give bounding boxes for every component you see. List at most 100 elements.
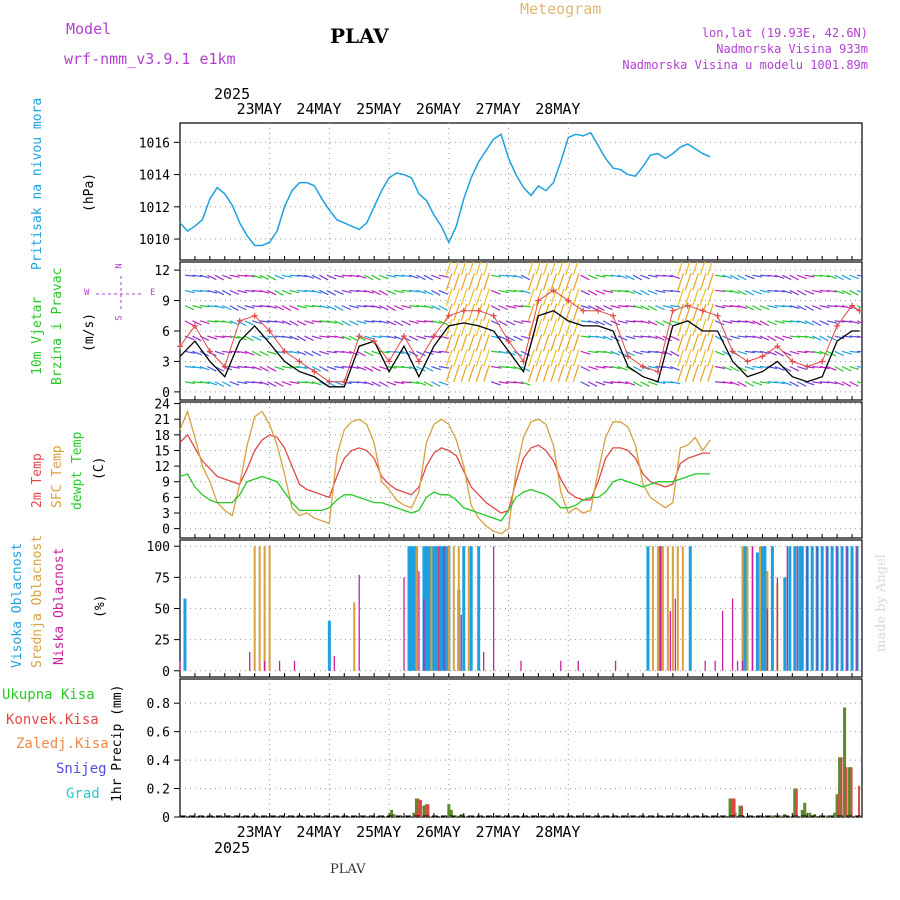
compass-e: E xyxy=(150,288,156,298)
wind-barb xyxy=(259,305,270,308)
wind-barb xyxy=(281,305,292,311)
wind-gust-marker xyxy=(699,307,706,314)
wind-barb xyxy=(416,320,427,323)
wind-barb xyxy=(542,349,550,367)
wind-barb xyxy=(214,305,225,309)
wind-barb xyxy=(356,335,366,341)
top-day-label: 26MAY xyxy=(415,100,461,118)
wind-barb xyxy=(378,274,389,280)
wind-barb xyxy=(707,262,713,276)
wind-barb xyxy=(259,289,270,294)
wind-barb xyxy=(460,273,468,291)
wind-barb xyxy=(849,289,859,296)
model-label: Model xyxy=(66,20,112,38)
wind-barb xyxy=(729,365,740,372)
wind-barb xyxy=(207,381,218,386)
wind-barb xyxy=(252,381,263,384)
precip-bar-1 xyxy=(858,785,861,817)
wind-barb xyxy=(677,262,683,276)
wind-barb xyxy=(603,381,614,384)
wind-barb xyxy=(334,365,345,369)
cloud-bar-1 xyxy=(746,546,749,671)
wind-barb xyxy=(692,318,699,337)
wind-barb xyxy=(222,335,233,338)
wind-barb xyxy=(237,350,248,354)
wind-barb xyxy=(812,350,823,355)
wind-barb xyxy=(423,350,434,355)
wind-barb xyxy=(782,335,793,340)
wind-barb xyxy=(334,289,344,295)
wind-barb xyxy=(408,289,419,293)
wind-barb xyxy=(192,335,202,342)
wind-barb xyxy=(281,320,292,326)
cloud-bar-2 xyxy=(776,577,779,671)
cloud-bar-2 xyxy=(333,655,335,671)
cloud-bar-1 xyxy=(656,546,659,671)
precip-bar-1 xyxy=(741,805,744,817)
wind-barb xyxy=(289,305,299,311)
wind-barb xyxy=(401,320,411,326)
wind-barb xyxy=(363,365,374,372)
wind-barb xyxy=(296,305,307,309)
elevation-label: Nadmorska Visina 933m xyxy=(716,42,868,56)
wind-gust-marker xyxy=(341,378,348,385)
wind-barb xyxy=(632,365,643,372)
wind-barb xyxy=(356,320,367,325)
wind-barb xyxy=(595,289,606,295)
wind-barb xyxy=(356,274,367,279)
wind-barb xyxy=(789,381,799,387)
cloud-bar-1 xyxy=(258,546,261,671)
wind-barb xyxy=(535,288,543,306)
cloud-bar-1 xyxy=(681,546,684,671)
wind-barb xyxy=(296,274,307,278)
cloud-bar-0 xyxy=(840,546,844,671)
precip-bar-0 xyxy=(728,798,732,817)
wind-barb xyxy=(595,350,606,353)
wind-barb xyxy=(431,289,441,296)
wind-barb xyxy=(722,320,733,324)
wind-barb xyxy=(565,273,573,291)
wind-barb xyxy=(453,364,461,382)
wind-barb xyxy=(707,364,714,382)
wind-barb xyxy=(527,262,534,276)
wind-barb xyxy=(572,318,580,337)
wind-barb xyxy=(259,381,270,386)
wind-barb xyxy=(662,381,673,384)
wind-barb xyxy=(184,305,195,311)
wind-gust-marker xyxy=(834,322,841,329)
wind-barb xyxy=(431,350,442,354)
wind-barb xyxy=(296,365,307,369)
wind-gust-marker xyxy=(415,358,422,365)
wind-barb xyxy=(610,365,621,370)
wind-barb xyxy=(356,350,366,357)
wind-barb xyxy=(699,349,707,367)
ytick-label-3-4: 100 xyxy=(147,540,170,555)
wind-barbs xyxy=(184,262,862,387)
wind-gust-marker xyxy=(550,287,557,294)
wind-barb xyxy=(550,262,556,276)
wind-barb xyxy=(259,320,270,323)
cloud-bar-2 xyxy=(846,546,848,671)
wind-gust-marker xyxy=(774,343,781,350)
wind-barb xyxy=(483,262,489,276)
wind-barb xyxy=(326,381,336,387)
wind-barb xyxy=(468,262,474,276)
wind-barb xyxy=(304,274,315,279)
wind-gust-marker xyxy=(714,312,721,319)
wind-barb xyxy=(349,274,360,278)
wind-barb xyxy=(274,365,285,371)
wind-barb xyxy=(677,349,685,367)
wind-barb xyxy=(475,262,482,276)
wind-barb xyxy=(692,364,699,382)
wind-gust-marker xyxy=(789,358,796,365)
ytick-label-3-0: 0 xyxy=(162,665,170,680)
wind-barb xyxy=(692,334,699,352)
wind-barb xyxy=(550,273,558,291)
wind-barb xyxy=(438,365,449,369)
wind-barb xyxy=(841,350,852,355)
cloud-bar-2 xyxy=(560,660,562,671)
wind-barb xyxy=(811,335,822,341)
wind-gust-marker xyxy=(296,358,303,365)
wind-barb xyxy=(819,289,830,293)
wind-gust-marker xyxy=(311,368,318,375)
